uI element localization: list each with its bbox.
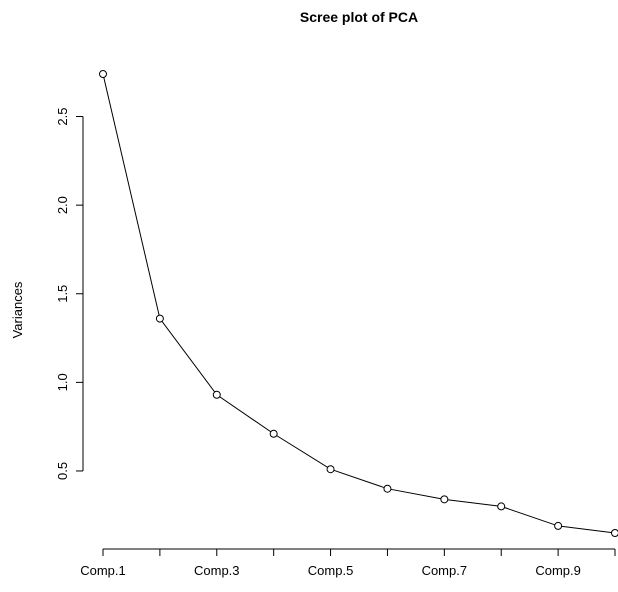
- x-tick-label: Comp.9: [535, 563, 581, 578]
- data-point: [99, 70, 107, 78]
- y-tick-label: 1.0: [55, 373, 70, 391]
- y-tick-label: 2.0: [55, 196, 70, 214]
- y-tick-label: 1.5: [55, 285, 70, 303]
- data-point: [269, 429, 278, 438]
- data-point: [440, 495, 449, 504]
- data-point: [497, 502, 506, 511]
- y-tick-label: 2.5: [55, 107, 70, 125]
- x-tick-label: Comp.7: [422, 563, 468, 578]
- y-axis-label: Variances: [10, 281, 25, 338]
- x-tick-label: Comp.1: [80, 563, 126, 578]
- data-point: [383, 484, 392, 493]
- x-tick-label: Comp.5: [308, 563, 354, 578]
- x-axis: Comp.1 Comp.3 Comp.5 Comp.7 Comp.9: [80, 548, 616, 578]
- x-tick-label: Comp.3: [194, 563, 240, 578]
- data-point: [554, 521, 563, 530]
- y-tick-label: 0.5: [55, 462, 70, 480]
- series-line: [102, 73, 616, 534]
- data-point: [212, 390, 221, 399]
- chart-title: Scree plot of PCA: [300, 9, 418, 25]
- data-point: [326, 465, 335, 474]
- series-variances: [99, 70, 618, 537]
- data-point: [611, 529, 618, 537]
- data-point: [155, 314, 164, 323]
- y-axis: 0.5 1.0 1.5 2.0 2.5: [55, 107, 84, 480]
